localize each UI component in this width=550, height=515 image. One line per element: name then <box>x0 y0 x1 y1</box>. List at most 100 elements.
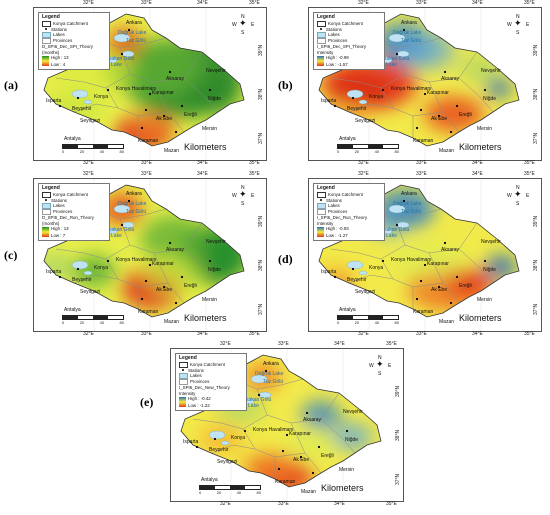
place-label: Tersakan Gölü <box>377 227 410 233</box>
place-label: Konya Havalimanı <box>253 427 294 433</box>
place-label: Ak Ebe <box>156 116 173 122</box>
place-label: Ereğli <box>184 112 197 118</box>
longitude-tick: 34°E <box>334 501 345 507</box>
station-icon <box>45 28 47 31</box>
place-label: Seyitgazi <box>217 459 238 465</box>
station-marker <box>317 445 321 449</box>
latitude-tick: 38°N <box>258 88 264 100</box>
lake <box>388 204 406 214</box>
place-label: Isparta <box>46 269 62 275</box>
legend-ramp: High : -0.93 Low : -1.27 <box>317 226 381 238</box>
place-label: Karaman <box>413 309 434 315</box>
lake <box>388 33 406 43</box>
place-label: Aksaray <box>441 76 460 82</box>
panel-label-a: (a) <box>4 78 18 92</box>
latitude-tick: 38°N <box>533 88 539 100</box>
legend-high: High : -0.42 <box>188 396 211 401</box>
station-marker <box>483 259 487 263</box>
longitude-tick: 35°E <box>524 160 535 166</box>
legend-high: High : 13 <box>51 226 69 231</box>
panel-label-e: (e) <box>140 395 154 409</box>
map-svg-b <box>318 8 520 160</box>
place-label: Karaman <box>413 138 434 144</box>
place-label: Seyitgazi <box>80 289 101 295</box>
station-marker <box>311 471 315 475</box>
province-border <box>183 248 219 284</box>
legend-lakes: Lakes <box>42 203 106 209</box>
scale-bar: 0 20 40 80 <box>337 144 399 154</box>
place-label: Doğruk Lake <box>118 201 147 207</box>
station-marker <box>127 199 131 203</box>
place-label: Niğde <box>208 96 222 102</box>
station-marker <box>345 429 349 433</box>
latitude-tick: 39°N <box>533 44 539 56</box>
legend-title: Legend <box>317 185 335 191</box>
station-marker <box>299 455 303 459</box>
place-label: Tersakan Gölü <box>102 227 135 233</box>
longitude-tick: 32°E <box>83 171 94 177</box>
place-label: Tersakan Gölü <box>102 56 135 62</box>
legend-low: Low : -1.57 <box>326 61 348 67</box>
station-marker <box>58 104 62 108</box>
longitude-tick: 34°E <box>197 0 208 6</box>
color-ramp <box>42 56 49 66</box>
legend-catchment: Konya Catchment <box>317 20 381 27</box>
north-arrow-icon: N S E W ✦ <box>369 355 392 377</box>
station-marker <box>437 285 441 289</box>
legend-lakes: Lakes <box>317 203 381 209</box>
latitude-tick: 37°N <box>533 303 539 315</box>
station-icon <box>45 199 47 202</box>
longitude-tick: 34°E <box>197 331 208 337</box>
legend-unit: Intensity <box>317 220 334 226</box>
place-label: Ereğli <box>184 283 197 289</box>
place-label: Beyşehir <box>347 277 367 283</box>
station-marker <box>140 297 144 301</box>
place-label: Mersin <box>202 126 218 132</box>
longitude-tick: 33°E <box>141 160 152 166</box>
legend-unit: (months) <box>42 49 60 55</box>
station-marker <box>148 92 152 96</box>
province-border <box>458 248 494 284</box>
place-label: Karapınar <box>427 90 449 96</box>
province-border <box>428 81 444 113</box>
catchment-outline <box>318 13 520 147</box>
lake <box>346 260 364 270</box>
place-label: Isparta <box>183 439 199 445</box>
station-marker <box>168 70 172 74</box>
station-marker <box>120 223 124 227</box>
province-border <box>55 73 131 89</box>
panel-label-d: (d) <box>278 252 293 266</box>
province-border <box>458 77 494 113</box>
lake <box>358 99 368 105</box>
station-marker <box>423 263 427 267</box>
place-label: Isparta <box>321 269 337 275</box>
latitude-tick: 39°N <box>533 215 539 227</box>
longitude-tick: 34°E <box>334 341 345 347</box>
legend-layer-name: D_SPI6_Dec_Run_Theory <box>42 215 94 220</box>
place-label: Konya <box>231 435 246 441</box>
place-label: Ak Ebe <box>431 116 448 122</box>
place-label: Beyşehir <box>72 106 92 112</box>
scale-bar: 0 20 40 80 <box>62 315 124 325</box>
legend-layer-name: I_SPI6_Dec_New_Theory <box>179 385 230 390</box>
longitude-tick: 33°E <box>416 171 427 177</box>
place-label: Konya <box>369 94 384 100</box>
legend-unit: Intensity <box>179 390 196 396</box>
place-label: Karapınar <box>427 261 449 267</box>
place-label: Antalya <box>201 477 218 483</box>
place-label: Tuz Gölü <box>401 209 422 215</box>
province-border <box>348 103 394 113</box>
longitude-tick: 35°E <box>524 171 535 177</box>
longitude-tick: 33°E <box>141 0 152 6</box>
station-marker <box>423 92 427 96</box>
station-marker <box>395 52 399 56</box>
legend-provinces: Provinces <box>179 379 243 385</box>
catchment-outline <box>43 184 245 318</box>
longitude-tick: 34°E <box>472 0 483 6</box>
legend-catchment: Konya Catchment <box>42 20 106 27</box>
place-label: Ereğli <box>321 453 334 459</box>
map-svg-a <box>43 8 245 160</box>
longitude-tick: 33°E <box>141 331 152 337</box>
